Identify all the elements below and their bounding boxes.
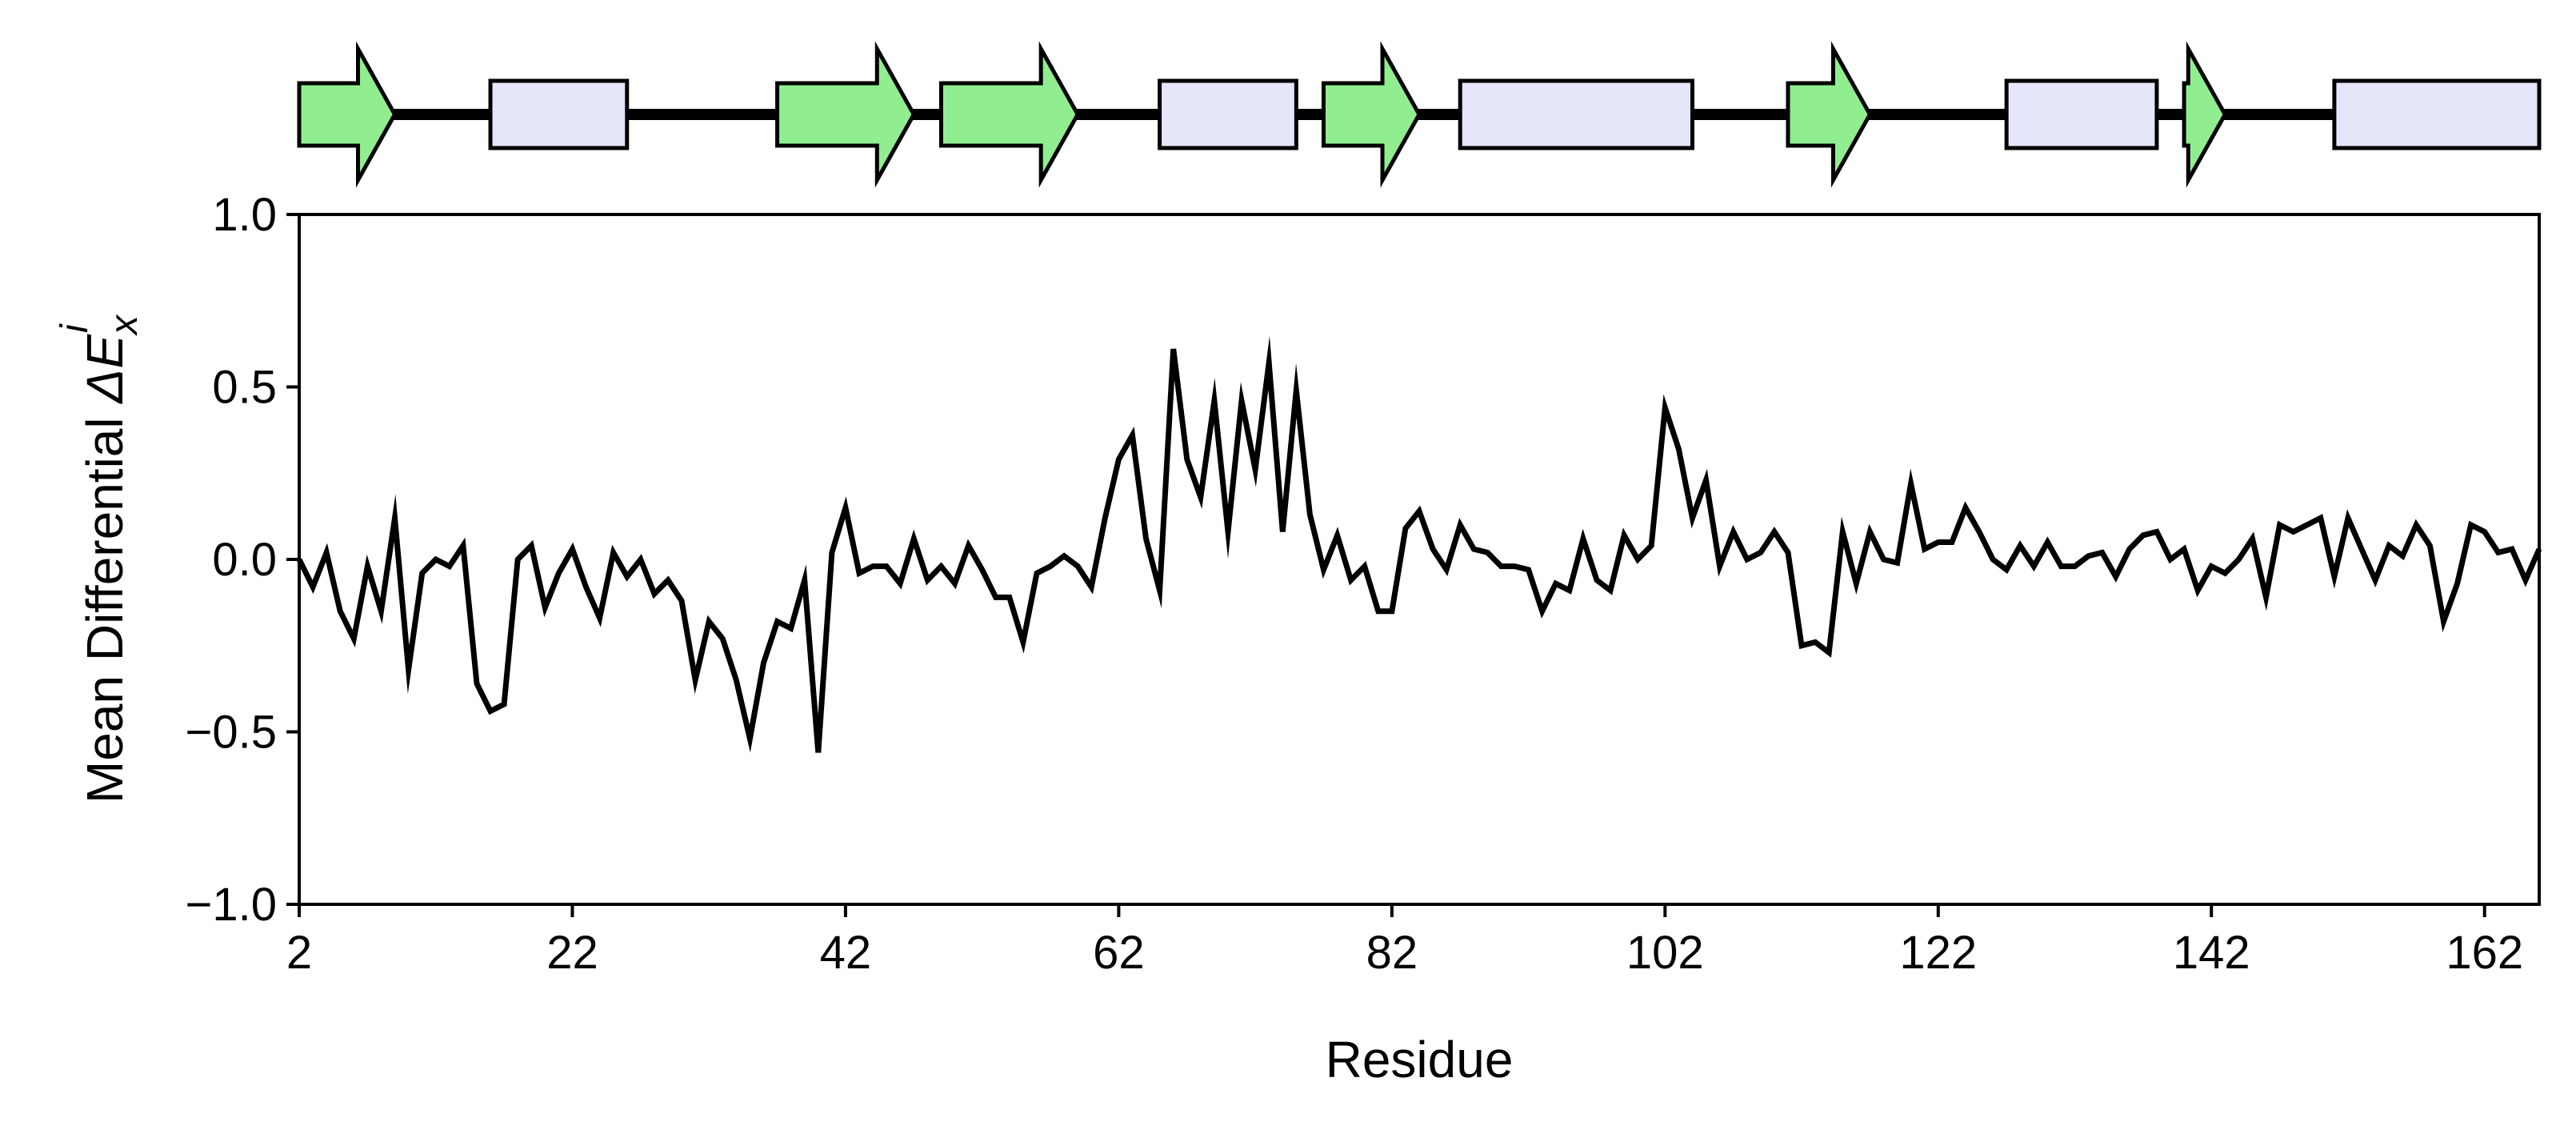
secondary-structure-track — [297, 41, 2542, 188]
strand-arrow-10 — [2182, 41, 2228, 188]
x-tick-label: 122 — [1899, 927, 1977, 979]
x-tick-label: 22 — [546, 927, 598, 979]
y-axis-title-prefix: Mean Differential — [76, 403, 134, 803]
x-tick-label: 82 — [1366, 927, 1418, 979]
helix-box-2 — [488, 78, 630, 150]
strand-arrow-4 — [938, 41, 1081, 188]
x-axis-title: Residue — [1326, 1031, 1514, 1088]
x-tick-label: 142 — [2173, 927, 2250, 979]
x-tick-label: 42 — [820, 927, 872, 979]
x-tick-label: 62 — [1093, 927, 1145, 979]
y-tick-label: 1.0 — [212, 189, 277, 241]
helix-box-11 — [2332, 78, 2542, 150]
y-axis-title-superscript: i — [54, 323, 96, 333]
y-tick-label: 0.0 — [212, 534, 277, 586]
strand-arrow-1 — [297, 41, 398, 188]
y-tick-label: −0.5 — [186, 707, 278, 759]
helix-box-7 — [1458, 78, 1694, 150]
helix-box-9 — [2004, 78, 2159, 150]
y-axis-title-symbol: ΔE — [76, 334, 134, 405]
x-tick-label: 2 — [286, 927, 312, 979]
plot-background — [299, 214, 2539, 904]
strand-arrow-3 — [775, 41, 917, 188]
x-tick-label: 162 — [2446, 927, 2523, 979]
y-tick-label: 0.5 — [212, 362, 277, 414]
strand-arrow-6 — [1321, 41, 1422, 188]
series-layer — [296, 335, 2542, 753]
helix-box-5 — [1158, 78, 1298, 150]
y-tick-label: −1.0 — [186, 879, 278, 931]
strand-arrow-8 — [1786, 41, 1873, 188]
y-axis-title: Mean Differential ΔExi — [54, 314, 146, 803]
axes: 2 22 42 62 82 102 122 142 162−1.0−0.50.00.51.0 — [186, 189, 2541, 979]
series-line-1 — [296, 335, 2542, 753]
y-axis-title-subscript: x — [103, 314, 146, 336]
x-tick-label: 102 — [1626, 927, 1704, 979]
